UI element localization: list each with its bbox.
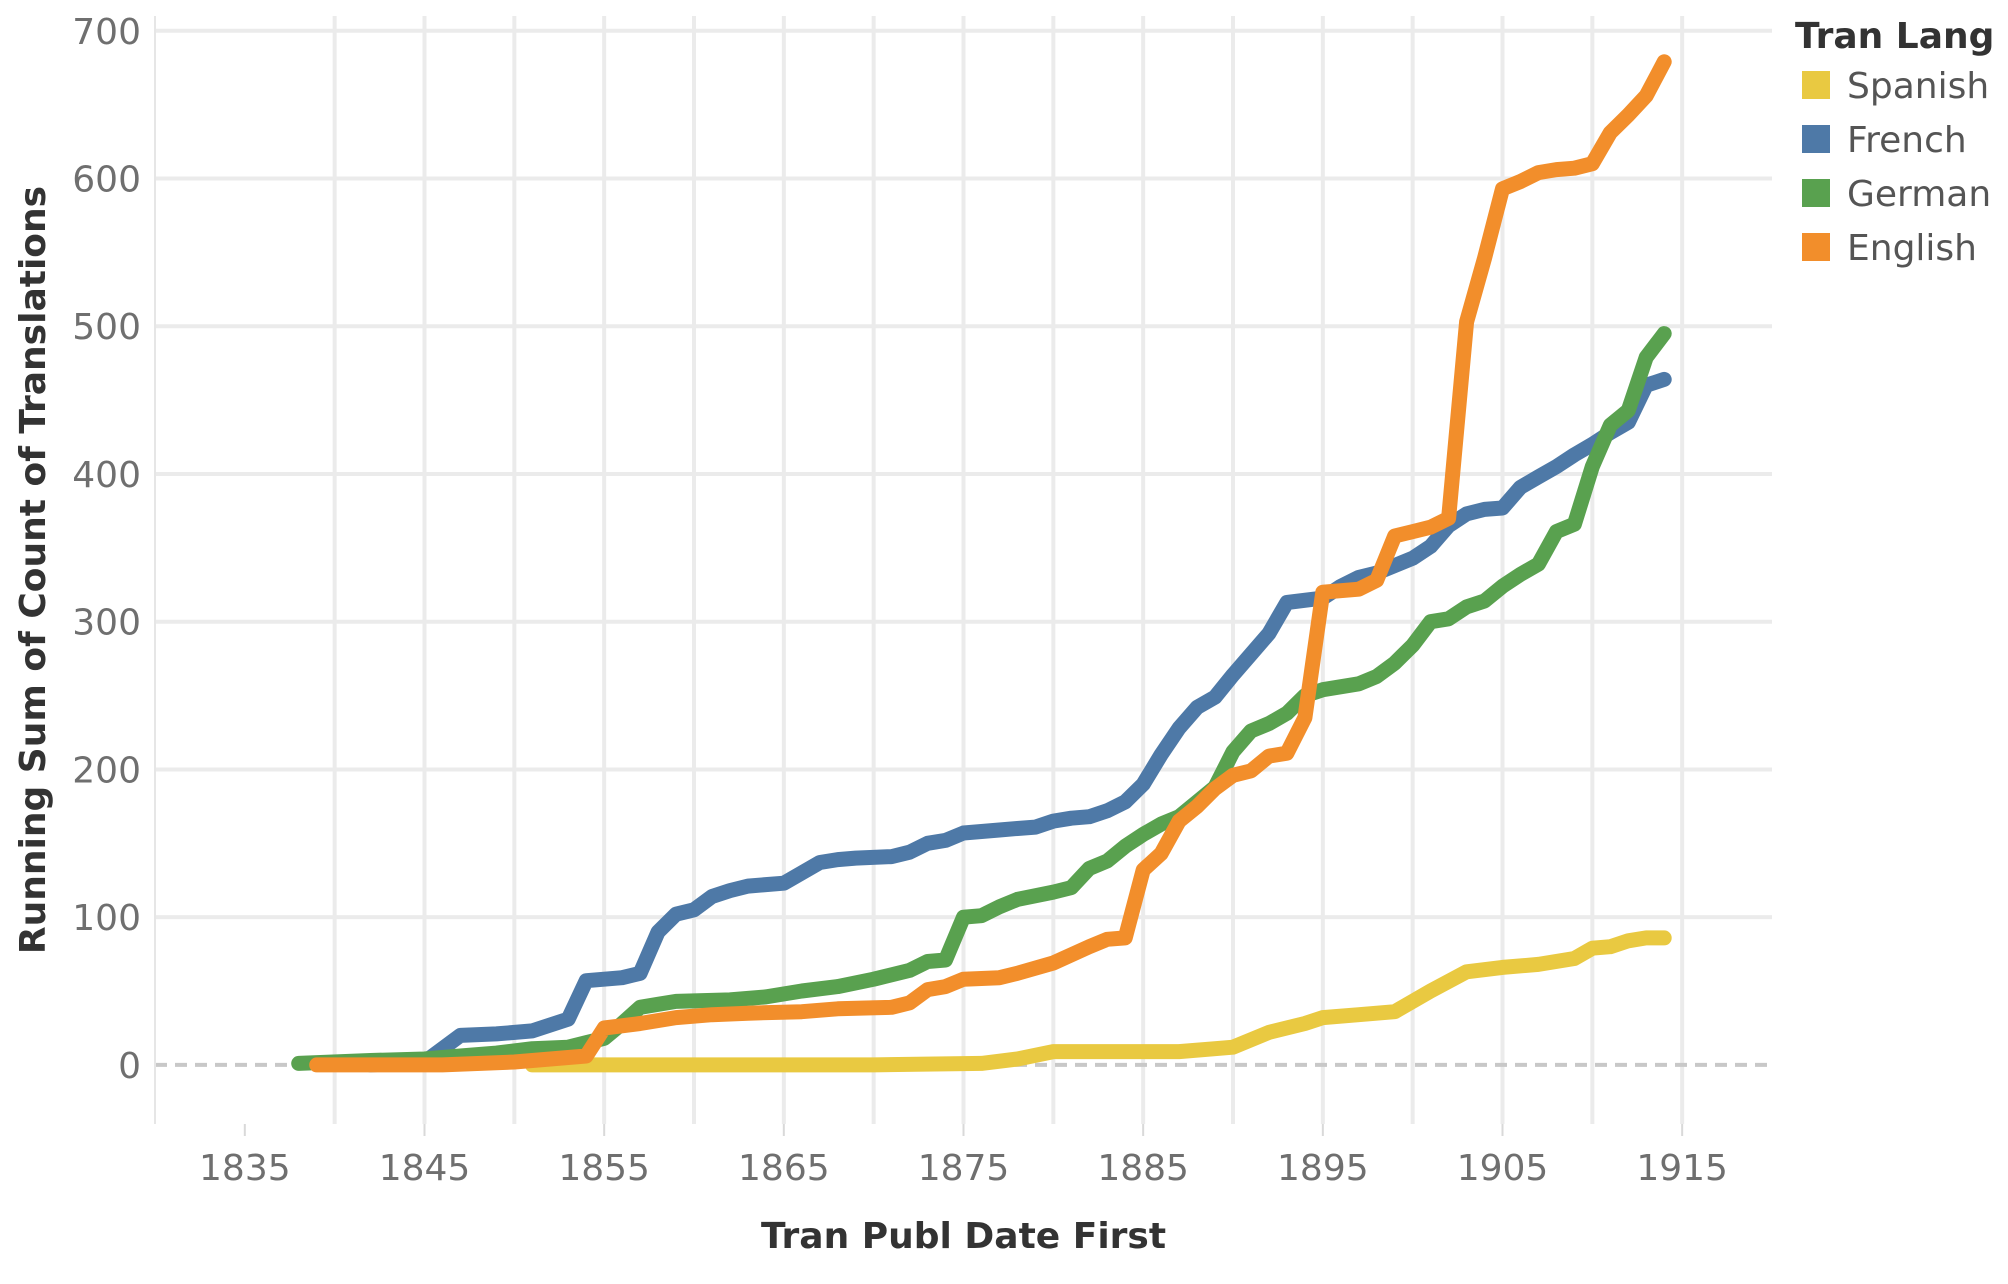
tick-labels: 1835 1845 1855 1865 1875 1885 1895 1905 1915 0 100… bbox=[72, 12, 1728, 1189]
gridlines bbox=[155, 16, 1772, 1124]
y-tick-label: 0 bbox=[118, 1046, 141, 1087]
x-tick-label: 1845 bbox=[379, 1148, 471, 1189]
x-tick-label: 1835 bbox=[199, 1148, 291, 1189]
y-tick-label: 200 bbox=[72, 750, 141, 791]
legend-label-french: French bbox=[1847, 120, 1967, 161]
legend-swatch-english bbox=[1802, 233, 1830, 261]
series-line-german bbox=[291, 326, 1672, 1071]
x-tick-label: 1895 bbox=[1277, 1148, 1369, 1189]
x-tick-label: 1855 bbox=[558, 1148, 650, 1189]
x-tick-label: 1875 bbox=[918, 1148, 1010, 1189]
x-tick-label: 1905 bbox=[1457, 1148, 1549, 1189]
y-tick-label: 700 bbox=[72, 12, 141, 53]
series-line-english bbox=[309, 54, 1672, 1073]
series-lines bbox=[291, 54, 1672, 1073]
y-tick-label: 500 bbox=[72, 307, 141, 348]
y-tick-label: 300 bbox=[72, 603, 141, 644]
x-tick-label: 1915 bbox=[1636, 1148, 1728, 1189]
legend: Tran Lang Spanish French German English bbox=[1795, 16, 1994, 269]
series-line-spanish bbox=[524, 930, 1672, 1073]
y-tick-label: 600 bbox=[72, 160, 141, 201]
series-line-french bbox=[363, 371, 1672, 1073]
legend-items: Spanish French German English bbox=[1802, 66, 1991, 269]
legend-label-english: English bbox=[1847, 228, 1977, 269]
legend-swatch-french bbox=[1802, 125, 1830, 153]
x-tick-label: 1865 bbox=[738, 1148, 830, 1189]
x-axis-title: Tran Publ Date First bbox=[761, 1216, 1166, 1257]
y-axis-title: Running Sum of Count of Translations bbox=[13, 186, 54, 954]
legend-title: Tran Lang bbox=[1795, 16, 1994, 57]
x-tick-label: 1885 bbox=[1097, 1148, 1189, 1189]
legend-label-spanish: Spanish bbox=[1847, 66, 1989, 107]
legend-label-german: German bbox=[1847, 174, 1991, 215]
legend-swatch-german bbox=[1802, 179, 1830, 207]
legend-swatch-spanish bbox=[1802, 71, 1830, 99]
y-tick-label: 400 bbox=[72, 455, 141, 496]
y-tick-label: 100 bbox=[72, 898, 141, 939]
